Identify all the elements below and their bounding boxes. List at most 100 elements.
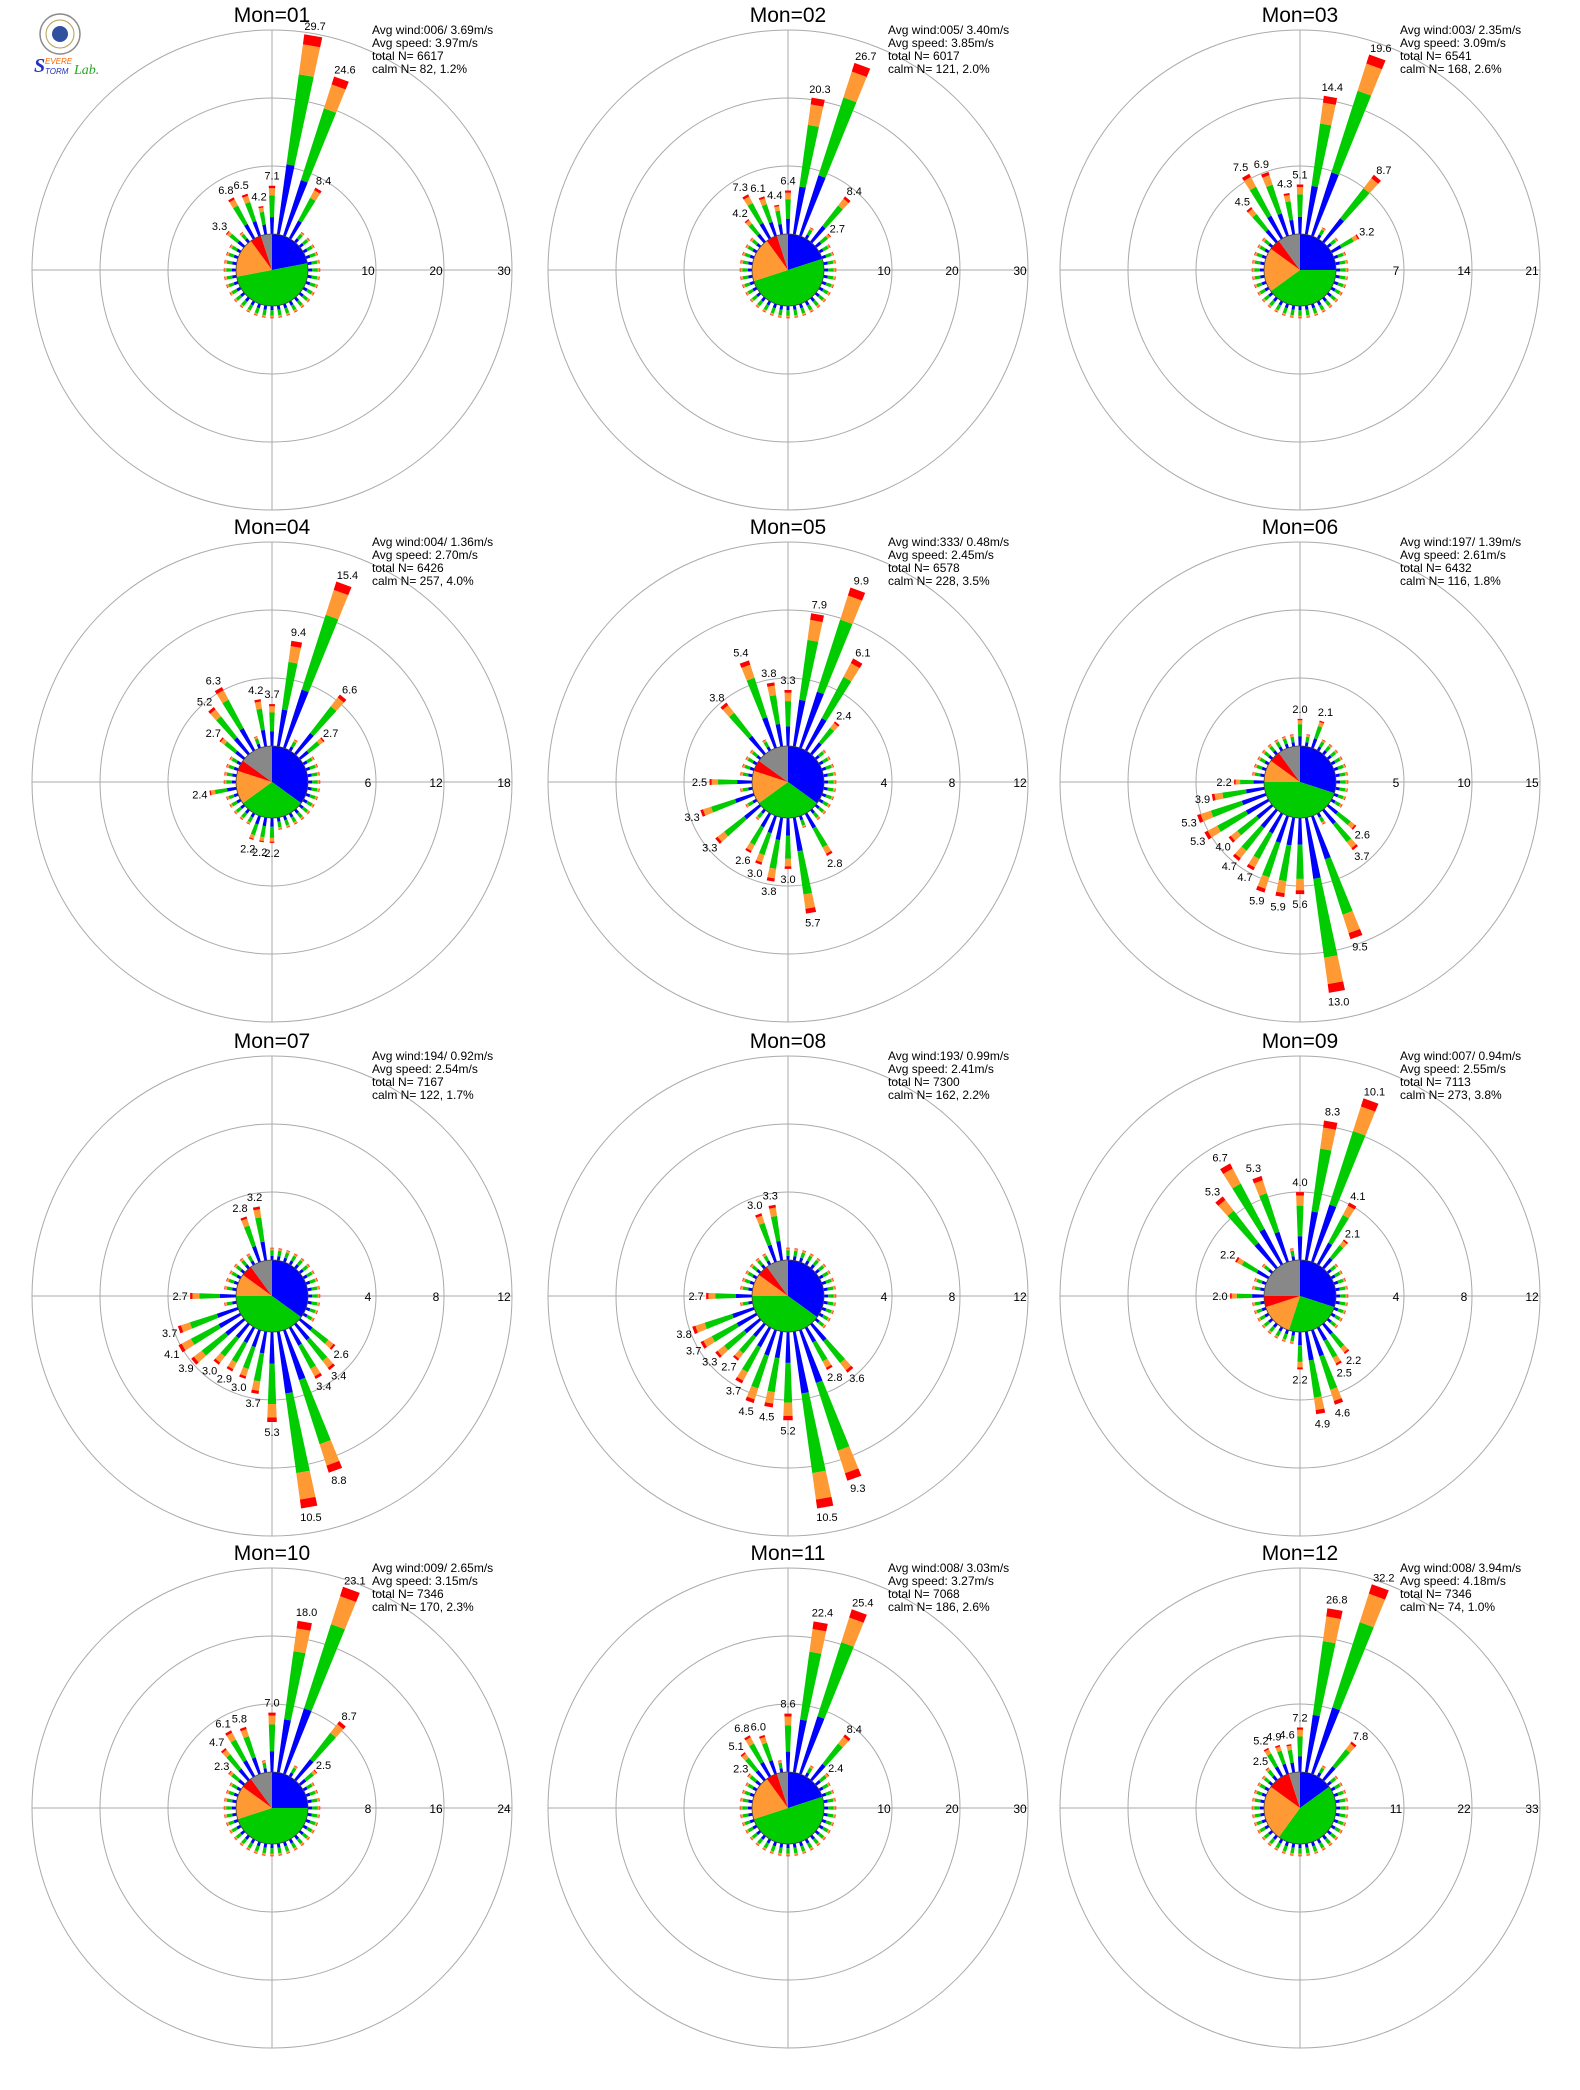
wind-bar-segment [1328,1841,1332,1846]
wind-bar-segment [740,1285,744,1290]
wind-bar-segment [312,804,315,808]
wind-bar-segment [234,1836,239,1840]
wind-bar-segment [1252,1302,1254,1307]
bar-value-label: 3.8 [709,692,724,704]
calm-pie-slice [1264,782,1335,819]
wind-bar-segment [1346,838,1357,849]
wind-bar-segment [247,1255,254,1262]
wind-bar-segment [767,867,777,879]
wind-bar-segment [1257,1829,1262,1834]
wind-bar-segment [1286,1744,1292,1747]
wind-bar-segment [812,1340,828,1362]
wind-bar-segment [825,1308,832,1314]
wind-bar-segment [1344,1285,1348,1290]
wind-bar-segment [240,1258,244,1263]
wind-bar-segment [1262,238,1267,242]
wind-bar-segment [792,186,806,235]
wind-bar-segment [1297,1367,1303,1370]
bar-value-label: 9.9 [854,576,869,588]
wind-bar-segment [711,1323,739,1342]
wind-bar-segment [1274,310,1278,313]
wind-bar-segment [1334,757,1341,764]
panel-info-line: calm N= 257, 4.0% [372,574,474,588]
wind-bar-segment [309,1790,316,1796]
wind-bar-segment [251,1757,261,1775]
wind-bar-segment [817,619,853,695]
wind-bar-segment [307,1294,313,1298]
wind-bar-segment [740,771,744,776]
wind-bar-segment [276,1719,291,1773]
wind-bar-segment [812,1259,819,1267]
bar-value-label: 2.2 [1220,1249,1235,1261]
wind-bar-segment [821,254,827,259]
wind-bar-segment [769,695,781,725]
calm-pie-slice [753,1796,824,1845]
wind-bar-segment [742,763,744,768]
wind-bar-segment [305,298,310,302]
wind-bar-segment [1264,248,1270,254]
wind-bar-segment [755,860,763,865]
wind-bar-segment [232,261,237,266]
wind-bar-segment [810,742,822,756]
wind-bar-segment [810,1253,814,1256]
wind-bar-segment [1329,743,1333,747]
wind-bar-segment [828,292,831,296]
wind-bar-segment [757,811,764,819]
panel-info-line: calm N= 116, 1.8% [1400,574,1501,588]
wind-bar-segment [235,750,246,760]
wind-bar-segment [786,1248,790,1251]
ring-label: 21 [1525,264,1539,278]
wind-bar-segment [1342,283,1346,288]
wind-bar-segment [1322,227,1326,230]
wind-bar-segment [1282,1338,1287,1342]
wind-bar-segment [268,1724,276,1752]
wind-bar-segment [249,833,255,839]
wind-bar-segment [316,738,324,745]
wind-bar-segment [225,230,230,235]
wind-bar-segment [1329,1320,1337,1327]
wind-bar-segment [825,1278,832,1284]
wind-bar-segment [1232,853,1241,861]
wind-bar-segment [1289,1340,1294,1344]
wind-bar-segment [827,1301,834,1306]
wind-bar-segment [1340,1782,1343,1786]
wind-bar-segment [834,771,836,776]
wind-bar-segment [755,1213,763,1218]
wind-bar-segment [318,1285,320,1290]
wind-bar-segment [823,268,829,272]
wind-bar-segment [298,1343,316,1369]
wind-bar-segment [1316,234,1322,240]
wind-bar-segment [246,822,250,825]
wind-bar-segment [314,1790,318,1795]
wind-bar-segment [269,217,275,235]
wind-bar-segment [251,1329,261,1348]
wind-bar-segment [1296,1195,1304,1206]
wind-bar-segment [302,1786,308,1792]
bar-value-label: 2.7 [688,1291,703,1303]
wind-bar-segment [832,1302,836,1307]
wind-bar-segment [1337,1790,1344,1796]
wind-bar-segment [306,245,313,252]
wind-bar-segment [236,1274,242,1280]
wind-bar-segment [847,587,866,601]
wind-bar-segment [226,1732,236,1743]
wind-bar-segment [1333,766,1339,771]
ring-label: 11 [1390,1802,1403,1816]
calm-pie-slice [752,1778,788,1820]
wind-bar-segment [1326,754,1332,760]
wind-bar-segment [1289,734,1294,736]
calm-pie-slice [1278,234,1300,270]
wind-bar-segment [740,259,744,264]
wind-bar-segment [276,1843,281,1848]
wind-bar-segment [735,1294,753,1298]
wind-bar-segment [740,1752,746,1757]
ring-label: 10 [361,264,375,278]
wind-bar-segment [835,780,837,784]
bar-value-label: 4.7 [1222,861,1237,873]
wind-bar-segment [742,1278,746,1283]
wind-bar-segment [1313,877,1338,958]
wind-bar-segment [229,244,232,248]
bar-value-label: 4.5 [738,1406,753,1418]
wind-bar-segment [1259,245,1266,252]
wind-bar-segment [327,1363,336,1371]
